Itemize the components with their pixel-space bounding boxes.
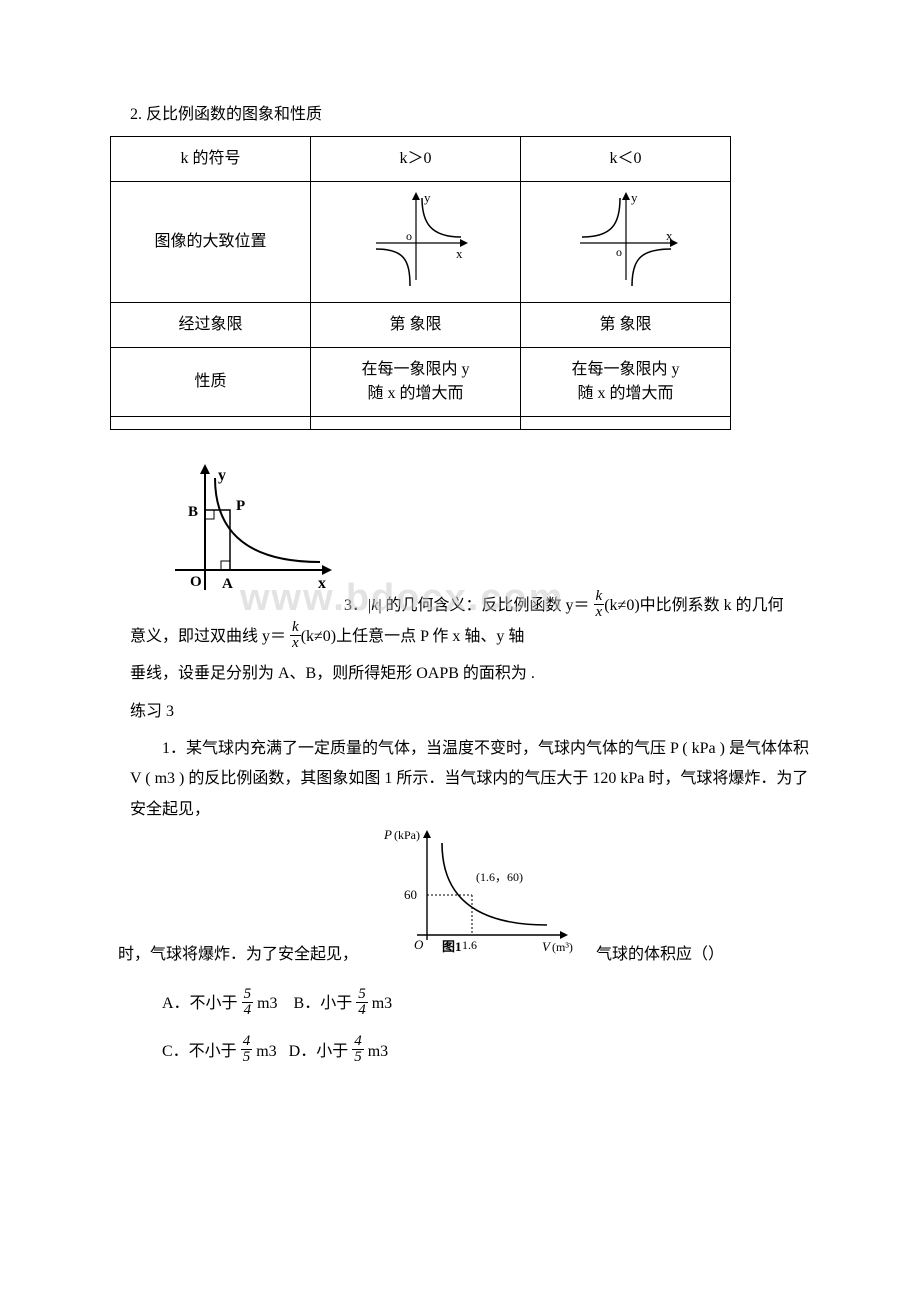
cell-property-label: 性质 <box>111 348 311 417</box>
svg-text:V: V <box>542 939 552 954</box>
option-a: A．不小于 54 m3 <box>162 995 282 1012</box>
option-b: B．小于 54 m3 <box>294 995 393 1012</box>
section2-heading: 2. 反比例函数的图象和性质 <box>130 100 820 124</box>
svg-text:(m³): (m³) <box>552 940 573 954</box>
svg-text:(1.6，60): (1.6，60) <box>476 870 523 884</box>
q1-text-a: 1．某气球内充满了一定质量的气体，当温度不变时，气球内气体的气压 P ( kPa… <box>130 740 809 818</box>
empty-cell <box>521 417 731 430</box>
origin-label: o <box>406 229 412 243</box>
svg-text:B: B <box>188 504 198 520</box>
sec3-text-line2: 意义，即过双曲线 y＝ kx(k≠0)上任意一点 P 作 x 轴、y 轴 <box>130 622 820 653</box>
svg-text:图1: 图1 <box>442 939 462 954</box>
cell-graph-neg: y x o <box>521 182 731 303</box>
svg-text:y: y <box>218 467 226 484</box>
svg-text:1.6: 1.6 <box>462 938 477 952</box>
option-c: C．不小于 45 m3 <box>162 1043 281 1060</box>
cell-graph-pos: y x o <box>311 182 521 303</box>
svg-text:P: P <box>236 498 245 514</box>
svg-text:O: O <box>414 937 424 952</box>
axis-x-label: x <box>456 246 463 261</box>
cell-property-neg: 在每一象限内 y随 x 的增大而 <box>521 348 731 417</box>
svg-text:A: A <box>222 576 233 592</box>
fraction-k-over-x: kx <box>290 620 301 651</box>
graph-k-negative: y x o <box>566 188 686 296</box>
svg-text:P: P <box>383 827 392 842</box>
svg-text:x: x <box>318 575 326 592</box>
svg-text:(kPa): (kPa) <box>394 828 420 842</box>
svg-text:O: O <box>190 574 202 590</box>
axis-x-label: x <box>666 228 673 243</box>
sec3-text-line3: 垂线，设垂足分别为 A、B，则所得矩形 OAPB 的面积为 . <box>130 659 820 689</box>
cell-quadrant-pos: 第 象限 <box>311 303 521 348</box>
graph-k-positive: y x o <box>356 188 476 296</box>
sec3-text-line1: 3．|k| 的几何含义：反比例函数 y＝ kx(k≠0)中比例系数 k 的几何 <box>344 597 784 614</box>
origin-label: o <box>616 245 622 259</box>
axis-y-label: y <box>424 190 431 205</box>
cell-quadrant-neg: 第 象限 <box>521 303 731 348</box>
cell-k-sign-label: k 的符号 <box>111 137 311 182</box>
cell-graph-label: 图像的大致位置 <box>111 182 311 303</box>
cell-property-pos: 在每一象限内 y随 x 的增大而 <box>311 348 521 417</box>
cell-k-neg: k＜0 <box>521 137 731 182</box>
svg-text:60: 60 <box>404 887 417 902</box>
opab-diagram: y x O P B A <box>160 597 344 614</box>
section3-block: www.bdocx.com y x O P B A <box>130 460 820 1072</box>
empty-cell <box>111 417 311 430</box>
fraction-k-over-x: kx <box>594 589 605 620</box>
exercise3-title: 练习 3 <box>130 697 820 727</box>
cell-k-pos: k＞0 <box>311 137 521 182</box>
cell-quadrant-label: 经过象限 <box>111 303 311 348</box>
q1-options: A．不小于 54 m3 B．小于 54 m3 C．不小于 45 m3 <box>162 983 820 1072</box>
properties-table: k 的符号 k＞0 k＜0 图像的大致位置 y x o <box>110 136 731 430</box>
q1-text-b: 气球的体积应（） <box>596 939 724 977</box>
q1-chart: P (kPa) V (m³) O 60 1.6 (1.6，60) 图1 <box>372 825 582 977</box>
axis-y-label: y <box>631 190 638 205</box>
empty-cell <box>311 417 521 430</box>
question-1: 1．某气球内充满了一定质量的气体，当温度不变时，气球内气体的气压 P ( kPa… <box>130 734 820 977</box>
option-d: D．小于 45 m3 <box>289 1043 389 1060</box>
